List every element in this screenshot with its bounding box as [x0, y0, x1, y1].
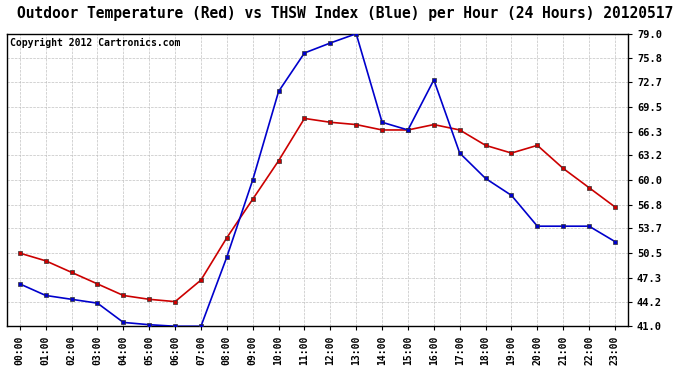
Text: Outdoor Temperature (Red) vs THSW Index (Blue) per Hour (24 Hours) 20120517: Outdoor Temperature (Red) vs THSW Index …	[17, 6, 673, 21]
Text: Copyright 2012 Cartronics.com: Copyright 2012 Cartronics.com	[10, 38, 180, 48]
